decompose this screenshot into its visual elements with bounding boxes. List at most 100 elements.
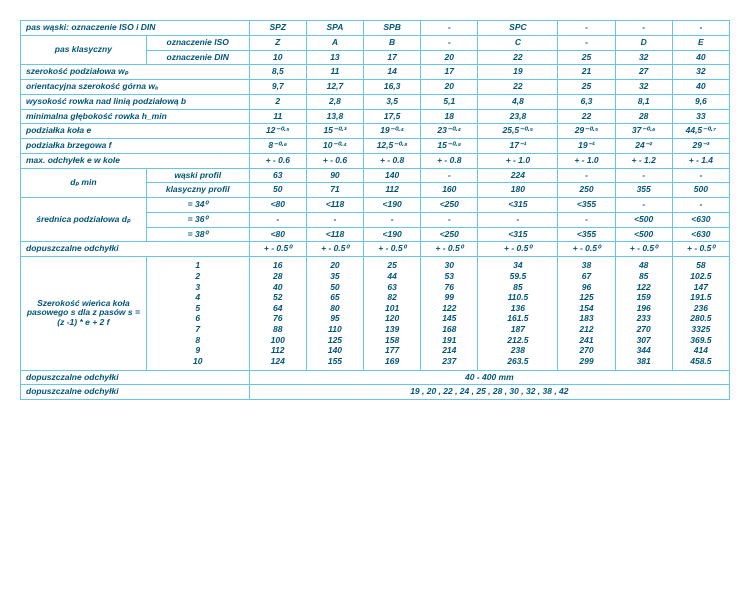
- col-spc: SPC: [478, 21, 558, 36]
- cell-me-3: + - 0.8: [421, 153, 478, 168]
- cell-b-0: 2: [249, 94, 306, 109]
- cell-me-7: + - 1.4: [672, 153, 729, 168]
- cell-hmin-6: 28: [615, 109, 672, 124]
- cell-hmin-5: 22: [558, 109, 615, 124]
- wieniec-col-5: 386796125154183212241270299: [558, 257, 615, 370]
- wieniec-index: 12345678910: [146, 257, 249, 370]
- row-e: podziałka koła e12⁻⁰·⁵15⁻⁰·³19⁻⁰·⁴23⁻⁰·⁴…: [21, 124, 730, 139]
- cell-wp-5: 21: [558, 65, 615, 80]
- col-dash4: -: [672, 21, 729, 36]
- cell-b-3: 5,1: [421, 94, 478, 109]
- label-e: podziałka koła e: [21, 124, 250, 139]
- cell-e-4: 25,5⁻⁰·⁵: [478, 124, 558, 139]
- row-footer-1: dopuszczalne odchyłki 40 - 400 mm: [21, 370, 730, 385]
- wieniec-col-3: 30537699122145168191214237: [421, 257, 478, 370]
- cell-f-0: 8⁻⁰·⁶: [249, 139, 306, 154]
- cell-e-7: 44,5⁻⁰·⁷: [672, 124, 729, 139]
- wieniec-col-7: 58102.5147191.5236280.53325369.5414458.5: [672, 257, 729, 370]
- cell-f-4: 17⁻¹: [478, 139, 558, 154]
- cell-wp-1: 11: [306, 65, 363, 80]
- cell-b-4: 4,8: [478, 94, 558, 109]
- cell-hmin-3: 18: [421, 109, 478, 124]
- cell-wp-0: 8,5: [249, 65, 306, 80]
- cell-f-7: 29⁻³: [672, 139, 729, 154]
- cell-wg-7: 40: [672, 80, 729, 95]
- label-classic-belt: pas klasyczny: [21, 35, 147, 65]
- cell-b-1: 2,8: [306, 94, 363, 109]
- cell-wg-3: 20: [421, 80, 478, 95]
- cell-wg-5: 25: [558, 80, 615, 95]
- cell-wg-6: 32: [615, 80, 672, 95]
- col-spb: SPB: [364, 21, 421, 36]
- cell-b-6: 8,1: [615, 94, 672, 109]
- cell-hmin-1: 13,8: [306, 109, 363, 124]
- cell-me-2: + - 0.8: [364, 153, 421, 168]
- label-wp: szerokość podziałowa wₚ: [21, 65, 250, 80]
- row-hmin: minimalna głębokość rowka h_min1113,817,…: [21, 109, 730, 124]
- cell-f-5: 19⁻¹: [558, 139, 615, 154]
- label-iso: oznaczenie ISO: [146, 35, 249, 50]
- cell-f-6: 24⁻²: [615, 139, 672, 154]
- cell-wg-0: 9,7: [249, 80, 306, 95]
- cell-b-5: 6,3: [558, 94, 615, 109]
- wieniec-col-4: 3459.585110.5136161.5187212.5238263.5: [478, 257, 558, 370]
- cell-wp-7: 32: [672, 65, 729, 80]
- cell-me-1: + - 0.6: [306, 153, 363, 168]
- header-row-classic-iso: pas klasyczny oznaczenie ISO Z A B - C -…: [21, 35, 730, 50]
- cell-me-6: + - 1.2: [615, 153, 672, 168]
- row-me: max. odchyłek e w kole+ - 0.6+ - 0.6+ - …: [21, 153, 730, 168]
- row-sred-34: średnica podziałowa dₚ = 34⁰ <80 <118 <1…: [21, 198, 730, 213]
- cell-me-5: + - 1.0: [558, 153, 615, 168]
- label-dpmin: dₚ min: [21, 168, 147, 198]
- label-wg: orientacyjna szerokość górna wₐ: [21, 80, 250, 95]
- row-b: wysokość rowka nad linią podziałową b22,…: [21, 94, 730, 109]
- label-f: podziałka brzegowa f: [21, 139, 250, 154]
- label-me: max. odchyłek e w kole: [21, 153, 250, 168]
- cell-me-4: + - 1.0: [478, 153, 558, 168]
- row-f: podziałka brzegowa f8⁻⁰·⁶10⁻⁰·⁴12,5⁻⁰·⁸1…: [21, 139, 730, 154]
- cell-hmin-7: 33: [672, 109, 729, 124]
- cell-wp-4: 19: [478, 65, 558, 80]
- cell-e-2: 19⁻⁰·⁴: [364, 124, 421, 139]
- header-row-narrow-belt: pas wąski: oznaczenie ISO i DIN SPZ SPA …: [21, 21, 730, 36]
- label-narrow-belt: pas wąski: oznaczenie ISO i DIN: [21, 21, 250, 36]
- cell-e-6: 37⁻⁰·⁶: [615, 124, 672, 139]
- cell-hmin-4: 23,8: [478, 109, 558, 124]
- wieniec-col-0: 16284052647688100112124: [249, 257, 306, 370]
- row-wieniec: Szerokość wieńca koła pasowego s dla z p…: [21, 257, 730, 370]
- cell-e-5: 29⁻⁰·⁵: [558, 124, 615, 139]
- label-srednica: średnica podziałowa dₚ: [21, 198, 147, 242]
- row-wg: orientacyjna szerokość górna wₐ9,712,716…: [21, 80, 730, 95]
- cell-f-2: 12,5⁻⁰·⁸: [364, 139, 421, 154]
- wieniec-col-6: 4885122159196233270307344381: [615, 257, 672, 370]
- col-dash2: -: [558, 21, 615, 36]
- row-footer-2: dopuszczalne odchyłki 19 , 20 , 22 , 24 …: [21, 385, 730, 400]
- label-wieniec: Szerokość wieńca koła pasowego s dla z p…: [21, 257, 147, 370]
- cell-wp-6: 27: [615, 65, 672, 80]
- cell-e-1: 15⁻⁰·³: [306, 124, 363, 139]
- row-odch-angle: dopuszczalne odchyłki + - 0.5⁰ + - 0.5⁰ …: [21, 242, 730, 257]
- cell-b-2: 3,5: [364, 94, 421, 109]
- cell-e-3: 23⁻⁰·⁴: [421, 124, 478, 139]
- cell-e-0: 12⁻⁰·⁵: [249, 124, 306, 139]
- cell-wg-2: 16,3: [364, 80, 421, 95]
- cell-wg-1: 12,7: [306, 80, 363, 95]
- label-hmin: minimalna głębokość rowka h_min: [21, 109, 250, 124]
- col-spa: SPA: [306, 21, 363, 36]
- label-din: oznaczenie DIN: [146, 50, 249, 65]
- row-dpmin-1: dₚ min wąski profil 63 90 140 - 224 - - …: [21, 168, 730, 183]
- label-b: wysokość rowka nad linią podziałową b: [21, 94, 250, 109]
- cell-me-0: + - 0.6: [249, 153, 306, 168]
- cell-hmin-0: 11: [249, 109, 306, 124]
- wieniec-col-2: 25446382101120139158177169: [364, 257, 421, 370]
- row-wp: szerokość podziałowa wₚ8,511141719212732: [21, 65, 730, 80]
- cell-hmin-2: 17,5: [364, 109, 421, 124]
- col-dash1: -: [421, 21, 478, 36]
- wieniec-col-1: 203550658095110125140155: [306, 257, 363, 370]
- cell-wp-2: 14: [364, 65, 421, 80]
- cell-wg-4: 22: [478, 80, 558, 95]
- cell-f-3: 15⁻⁰·⁸: [421, 139, 478, 154]
- cell-f-1: 10⁻⁰·⁴: [306, 139, 363, 154]
- cell-wp-3: 17: [421, 65, 478, 80]
- belt-pulley-spec-table: pas wąski: oznaczenie ISO i DIN SPZ SPA …: [20, 20, 730, 400]
